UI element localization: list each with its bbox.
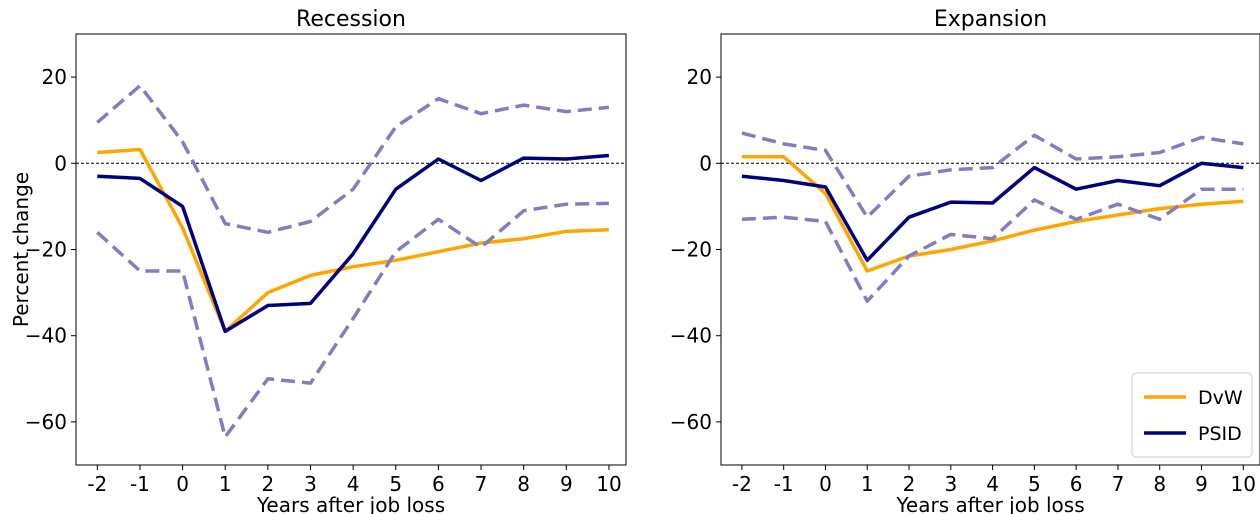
x-tick-label: -2	[87, 472, 107, 496]
x-tick-label: 1	[861, 472, 874, 496]
x-tick-label: 8	[1153, 472, 1166, 496]
panel-title: Recession	[296, 7, 406, 32]
legend-box	[1131, 372, 1253, 458]
plot-frame	[75, 33, 627, 466]
series-line-psid	[97, 153, 610, 334]
recession-panel: -2 -1 0 1 2 3 4 5 6 7 8 9 10 20 0 −20 −40 −60 Recession Yea…	[9, 7, 627, 514]
x-tick-label: 0	[819, 472, 832, 496]
legend-label-dvw: DvW	[1198, 387, 1243, 409]
x-tick-label: 4	[986, 472, 999, 496]
x-tick-label: 9	[560, 472, 573, 496]
x-tick-label: 6	[432, 472, 445, 496]
x-tick-label: 5	[389, 472, 402, 496]
expansion-panel: -2 -1 0 1 2 3 4 5 6 7 8 9 10 20 0 −20 −40 −60 Expansion Yea…	[670, 7, 1260, 514]
panel-title: Expansion	[934, 7, 1047, 32]
x-tick-label: 1	[219, 472, 232, 496]
x-tick-label: 8	[517, 472, 530, 496]
series-line-dvw	[741, 155, 1244, 273]
confidence-band-line-3	[741, 187, 1244, 303]
y-tick-label: −20	[670, 238, 712, 262]
y-tick-label: −40	[670, 324, 712, 348]
x-tick-label: 3	[944, 472, 957, 496]
x-tick-label: -1	[130, 472, 150, 496]
x-tick-label: 10	[596, 472, 621, 496]
x-tick-label: 10	[1231, 472, 1256, 496]
y-axis-label: Percent change	[9, 172, 33, 327]
x-tick-label: 9	[1195, 472, 1208, 496]
x-tick-label: -1	[774, 472, 794, 496]
x-tick-label: 5	[1028, 472, 1041, 496]
x-tick-label: 7	[475, 472, 488, 496]
x-axis-label: Years after job loss	[895, 493, 1084, 514]
y-tick-label: 20	[687, 65, 712, 89]
x-tick-label: 7	[1112, 472, 1125, 496]
y-tick-label: 0	[54, 151, 67, 175]
confidence-band-line-3	[96, 201, 609, 439]
confidence-band-line-2	[741, 131, 1244, 219]
y-tick-label: 0	[699, 151, 712, 175]
series-line-dvw	[97, 147, 609, 334]
legend-label-psid: PSID	[1198, 423, 1242, 445]
x-tick-label: 2	[261, 472, 274, 496]
x-tick-label: 3	[304, 472, 317, 496]
y-tick-label: 20	[42, 65, 67, 89]
series-line-psid	[741, 161, 1244, 263]
x-tick-label: 4	[347, 472, 360, 496]
x-axis-label: Years after job loss	[256, 493, 445, 514]
y-tick-label: −60	[670, 410, 712, 434]
y-tick-label: −60	[25, 410, 67, 434]
y-tick-label: −20	[25, 238, 67, 262]
y-tick-label: −40	[25, 324, 67, 348]
x-tick-label: -2	[732, 472, 752, 496]
confidence-band-line-2	[96, 83, 610, 235]
x-tick-label: 0	[176, 472, 189, 496]
x-tick-label: 2	[903, 472, 916, 496]
x-tick-label: 6	[1070, 472, 1083, 496]
